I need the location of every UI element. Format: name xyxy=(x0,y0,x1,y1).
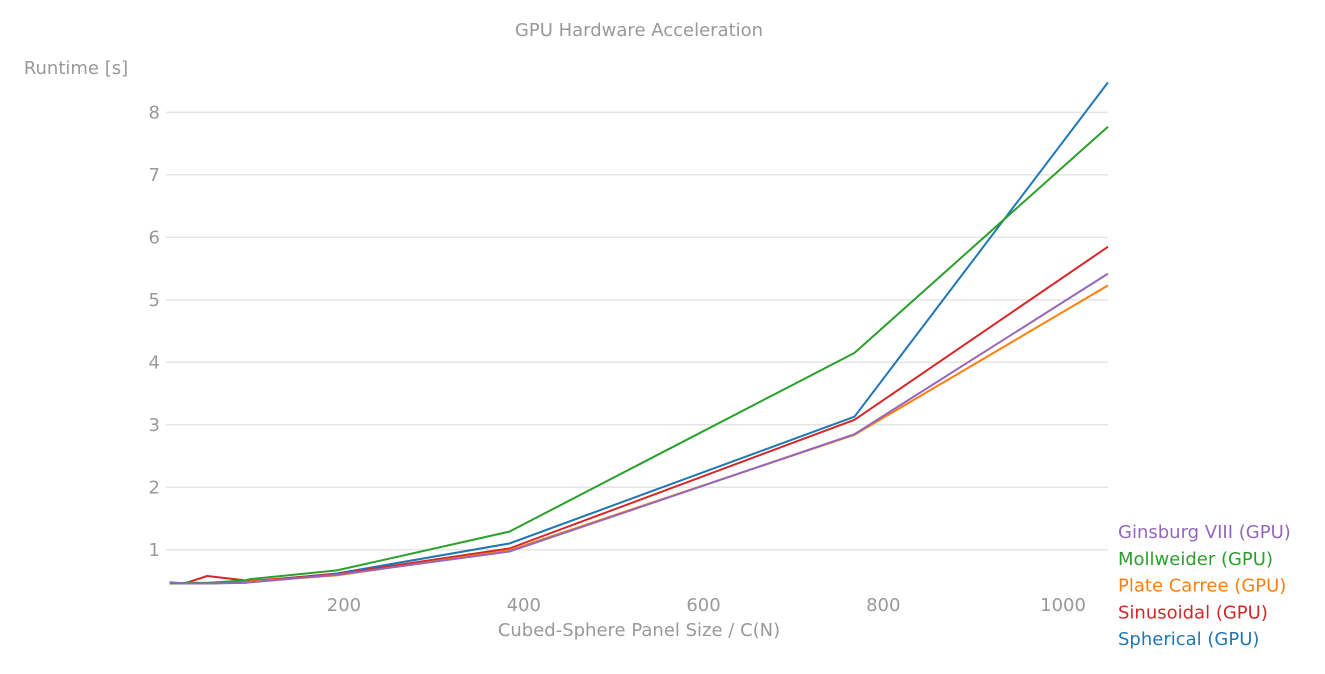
legend-entry: Plate Carree (GPU) xyxy=(1118,576,1286,597)
x-tick-label: 600 xyxy=(686,595,720,616)
chart-title: GPU Hardware Acceleration xyxy=(515,20,763,41)
x-tick-label: 400 xyxy=(507,595,541,616)
y-tick-label: 8 xyxy=(149,102,160,123)
y-tick-label: 2 xyxy=(149,477,160,498)
x-tick-label: 200 xyxy=(327,595,361,616)
legend-entry: Mollweider (GPU) xyxy=(1118,549,1273,570)
y-tick-label: 3 xyxy=(149,415,160,436)
x-tick-label: 1000 xyxy=(1040,595,1086,616)
y-tick-label: 1 xyxy=(149,540,160,561)
series-lines xyxy=(169,81,1109,585)
legend-entry: Spherical (GPU) xyxy=(1118,629,1259,650)
series-line-ginsburg-viii-gpu xyxy=(169,272,1109,585)
y-axis-label: Runtime [s] xyxy=(24,58,128,79)
legend: Ginsburg VIII (GPU) Mollweider (GPU) Plate… xyxy=(1118,522,1291,650)
gridlines xyxy=(166,111,1108,551)
series-line-mollweider-gpu xyxy=(169,125,1109,585)
x-tick-label: 800 xyxy=(866,595,900,616)
y-tick-label: 5 xyxy=(149,290,160,311)
series-line-plate-carree-gpu xyxy=(169,284,1109,585)
legend-entry: Ginsburg VIII (GPU) xyxy=(1118,522,1291,543)
x-axis-label: Cubed-Sphere Panel Size / C(N) xyxy=(498,620,780,641)
x-tick-labels: 200 400 600 800 1000 xyxy=(327,595,1086,616)
y-tick-label: 7 xyxy=(149,165,160,186)
legend-entry: Sinusoidal (GPU) xyxy=(1118,602,1268,623)
y-tick-label: 6 xyxy=(149,227,160,248)
y-tick-label: 4 xyxy=(149,352,160,373)
y-tick-labels: 1 2 3 4 5 6 7 8 xyxy=(149,102,160,560)
series-line-sinusoidal-gpu xyxy=(169,245,1109,585)
